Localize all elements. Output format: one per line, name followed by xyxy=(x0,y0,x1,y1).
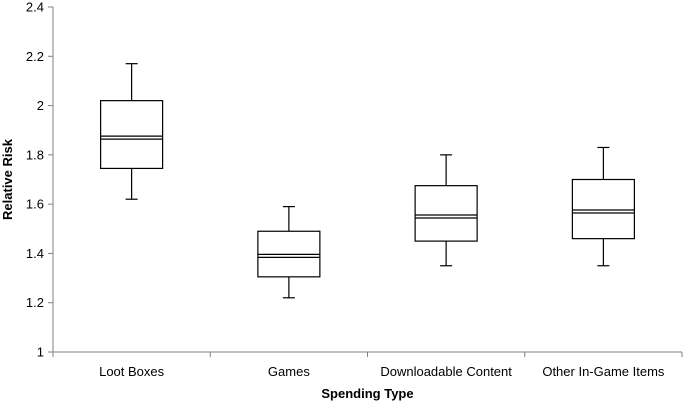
y-tick-label: 1.8 xyxy=(26,147,44,162)
x-tick-label: Other In-Game Items xyxy=(542,364,665,379)
y-axis-ticks: 1 1.2 1.4 1.6 1.8 2 2.2 2.4 xyxy=(26,0,53,360)
y-tick-label: 2.4 xyxy=(26,0,44,15)
iqr-box xyxy=(414,185,478,242)
x-tick-label: Downloadable Content xyxy=(380,364,512,379)
box-loot-boxes xyxy=(100,63,164,200)
box-other-in-game-items xyxy=(571,146,635,267)
x-tick-label: Loot Boxes xyxy=(99,364,165,379)
y-tick-label: 2 xyxy=(37,98,44,113)
y-tick-label: 1 xyxy=(37,345,44,360)
y-axis-title: Relative Risk xyxy=(0,138,15,220)
y-tick-label: 2.2 xyxy=(26,49,44,64)
y-tick-label: 1.6 xyxy=(26,197,44,212)
x-axis-title: Spending Type xyxy=(321,386,413,401)
y-tick-label: 1.2 xyxy=(26,295,44,310)
iqr-box xyxy=(100,100,164,170)
x-tick-label: Games xyxy=(268,364,310,379)
x-axis-ticks: Loot Boxes Games Downloadable Content Other… xyxy=(52,352,683,379)
box-downloadable-content xyxy=(414,154,478,267)
iqr-box xyxy=(571,178,635,240)
box-games xyxy=(257,206,321,299)
y-tick-label: 1.4 xyxy=(26,246,44,261)
box-series xyxy=(100,63,635,299)
